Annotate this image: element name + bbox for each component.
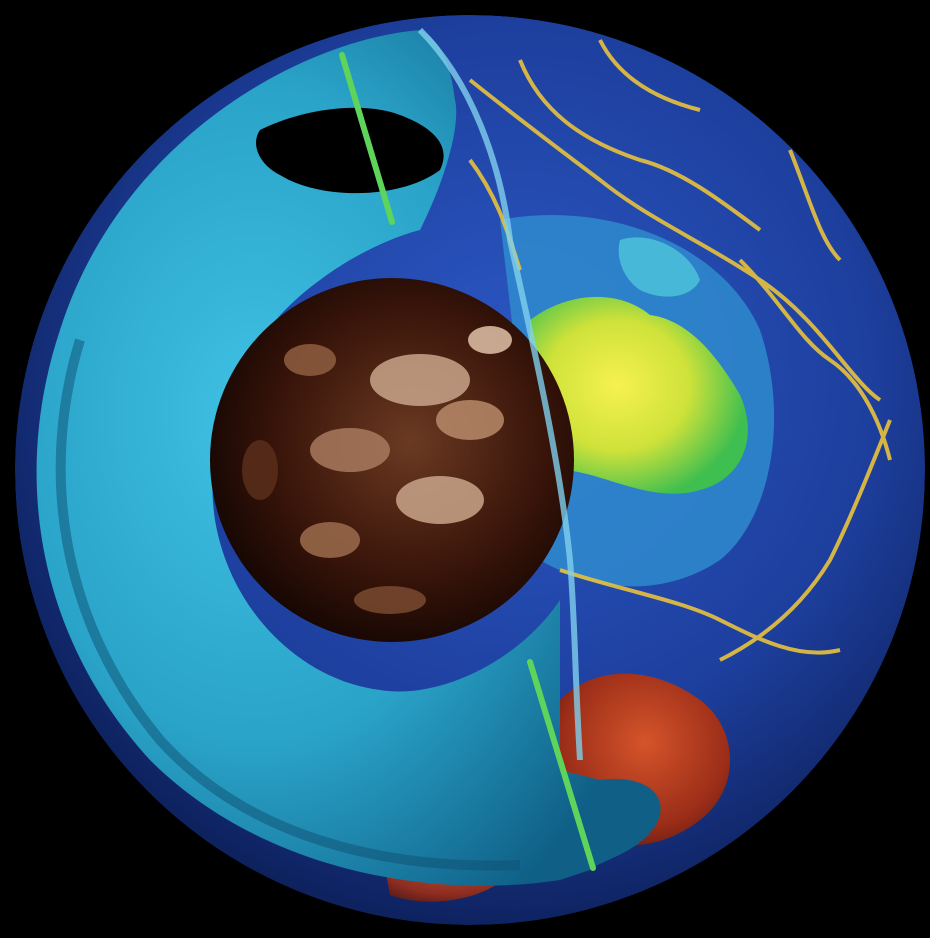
core (210, 278, 574, 642)
plate-boundaries (468, 39, 892, 662)
rotation-axis (339, 52, 596, 871)
crust-cut-edge (417, 27, 583, 761)
mantle-notch-top (256, 107, 444, 194)
mantle-cut (36, 30, 661, 886)
australia-landmass (530, 296, 748, 494)
